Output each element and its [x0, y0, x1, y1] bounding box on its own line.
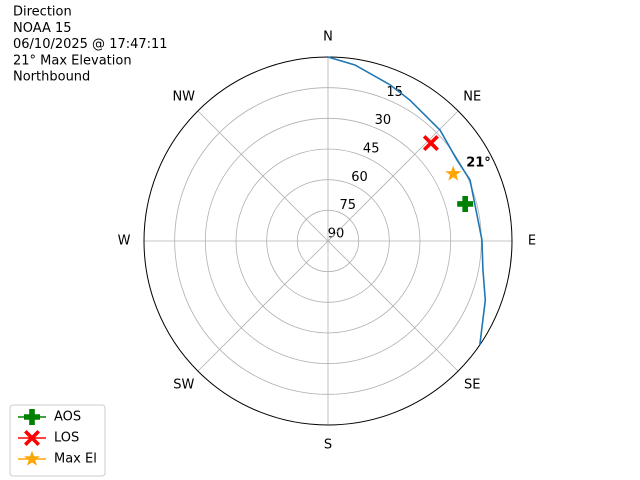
legend-label: LOS: [54, 431, 79, 446]
spoke: [197, 240, 329, 372]
direction-label: NW: [172, 89, 195, 104]
r-tick-label: 15: [386, 85, 403, 100]
r-tick-label: 90: [328, 227, 345, 242]
spoke: [327, 110, 459, 242]
annotation: 21°: [466, 155, 491, 170]
legend-marker: [24, 450, 40, 466]
point-marker: [457, 195, 474, 212]
legend-label: AOS: [54, 410, 81, 425]
legend-marker: [24, 430, 40, 446]
direction-label: N: [323, 30, 333, 45]
direction-label: SE: [464, 378, 480, 393]
legend-marker: [24, 409, 40, 425]
point-marker: [445, 165, 462, 181]
spoke: [197, 110, 329, 242]
title-line: Northbound: [13, 70, 90, 85]
spoke: [327, 240, 459, 372]
track-line: [327, 56, 487, 346]
point-marker: [422, 135, 439, 152]
r-tick-label: 45: [363, 142, 380, 157]
direction-label: NE: [463, 89, 481, 104]
title-line: 06/10/2025 @ 17:47:11: [13, 37, 168, 52]
direction-label: E: [528, 234, 536, 249]
title-line: Direction: [13, 5, 72, 20]
title-line: NOAA 15: [13, 21, 72, 36]
direction-label: SW: [173, 378, 194, 393]
legend-label: Max El: [54, 452, 97, 467]
r-tick-label: 75: [339, 198, 356, 213]
title-line: 21° Max Elevation: [13, 53, 132, 68]
direction-label: S: [324, 438, 332, 453]
direction-label: W: [118, 234, 131, 249]
r-tick-label: 30: [375, 113, 392, 128]
r-tick-label: 60: [351, 170, 368, 185]
